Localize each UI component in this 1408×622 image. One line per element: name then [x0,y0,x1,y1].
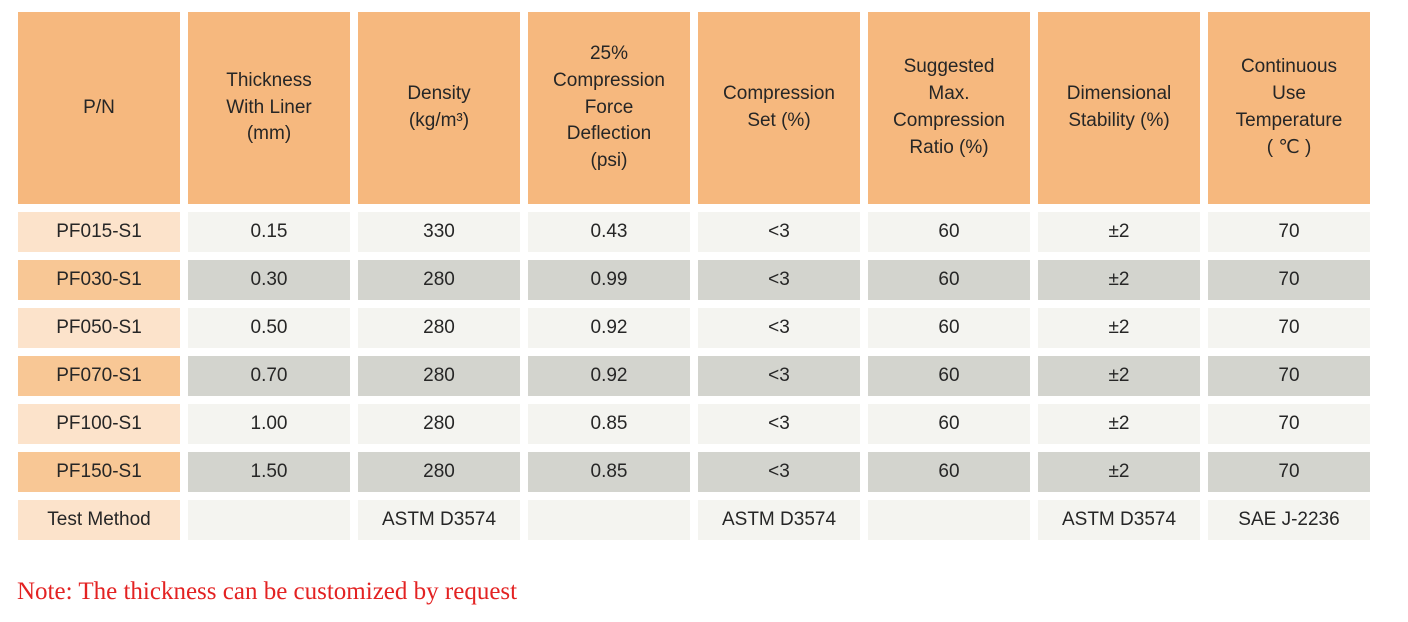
data-cell: ±2 [1038,260,1200,300]
data-cell: ASTM D3574 [358,500,520,540]
data-cell: 70 [1208,212,1370,252]
data-cell: 70 [1208,404,1370,444]
pn-cell: PF150-S1 [18,452,180,492]
pn-cell: PF100-S1 [18,404,180,444]
data-cell: 1.50 [188,452,350,492]
table-row: PF030-S1 0.30 280 0.99 <3 60 ±2 70 [18,260,1370,300]
table-row: PF100-S1 1.00 280 0.85 <3 60 ±2 70 [18,404,1370,444]
header-continuous-use-temperature: Continuous Use Temperature ( ℃ ) [1208,12,1370,204]
data-cell: 280 [358,356,520,396]
pn-cell: PF030-S1 [18,260,180,300]
data-cell: 0.99 [528,260,690,300]
data-cell: ±2 [1038,308,1200,348]
data-cell: 330 [358,212,520,252]
data-cell [868,500,1030,540]
data-cell [528,500,690,540]
test-method-row: Test Method ASTM D3574 ASTM D3574 ASTM D… [18,500,1370,540]
data-cell: ASTM D3574 [1038,500,1200,540]
data-cell: 0.92 [528,308,690,348]
data-cell: ±2 [1038,452,1200,492]
data-cell: <3 [698,404,860,444]
data-cell: 0.50 [188,308,350,348]
pn-cell: PF050-S1 [18,308,180,348]
header-pn: P/N [18,12,180,204]
data-cell: 60 [868,308,1030,348]
data-cell: 280 [358,404,520,444]
data-cell: 280 [358,308,520,348]
data-cell [188,500,350,540]
data-cell: 60 [868,356,1030,396]
data-cell: 0.70 [188,356,350,396]
data-cell: 0.30 [188,260,350,300]
data-cell: ±2 [1038,212,1200,252]
data-cell: 0.85 [528,452,690,492]
data-cell: 70 [1208,452,1370,492]
product-spec-table: P/N Thickness With Liner (mm) Density (k… [10,4,1378,548]
data-cell: 60 [868,404,1030,444]
data-cell: <3 [698,308,860,348]
header-dimensional-stability: Dimensional Stability (%) [1038,12,1200,204]
table-header-row: P/N Thickness With Liner (mm) Density (k… [18,12,1370,204]
data-cell: <3 [698,212,860,252]
data-cell: 0.85 [528,404,690,444]
data-cell: ±2 [1038,404,1200,444]
header-thickness-with-liner: Thickness With Liner (mm) [188,12,350,204]
table-row: PF015-S1 0.15 330 0.43 <3 60 ±2 70 [18,212,1370,252]
header-compression-set: Compression Set (%) [698,12,860,204]
header-suggested-max-compression-ratio: Suggested Max. Compression Ratio (%) [868,12,1030,204]
data-cell: 60 [868,212,1030,252]
data-cell: 0.92 [528,356,690,396]
table-row: PF070-S1 0.70 280 0.92 <3 60 ±2 70 [18,356,1370,396]
data-cell: 60 [868,260,1030,300]
data-cell: 0.15 [188,212,350,252]
data-cell: ±2 [1038,356,1200,396]
header-compression-force-deflection: 25% Compression Force Deflection (psi) [528,12,690,204]
data-cell: SAE J-2236 [1208,500,1370,540]
pn-cell: Test Method [18,500,180,540]
data-cell: 60 [868,452,1030,492]
data-cell: <3 [698,260,860,300]
data-cell: 70 [1208,260,1370,300]
data-cell: 280 [358,452,520,492]
data-cell: 70 [1208,308,1370,348]
data-cell: 280 [358,260,520,300]
data-cell: <3 [698,452,860,492]
data-cell: <3 [698,356,860,396]
table-row: PF150-S1 1.50 280 0.85 <3 60 ±2 70 [18,452,1370,492]
pn-cell: PF070-S1 [18,356,180,396]
data-cell: 70 [1208,356,1370,396]
data-cell: 0.43 [528,212,690,252]
data-cell: 1.00 [188,404,350,444]
customization-note: Note: The thickness can be customized by… [17,578,518,605]
header-density: Density (kg/m³) [358,12,520,204]
pn-cell: PF015-S1 [18,212,180,252]
table-row: PF050-S1 0.50 280 0.92 <3 60 ±2 70 [18,308,1370,348]
data-cell: ASTM D3574 [698,500,860,540]
